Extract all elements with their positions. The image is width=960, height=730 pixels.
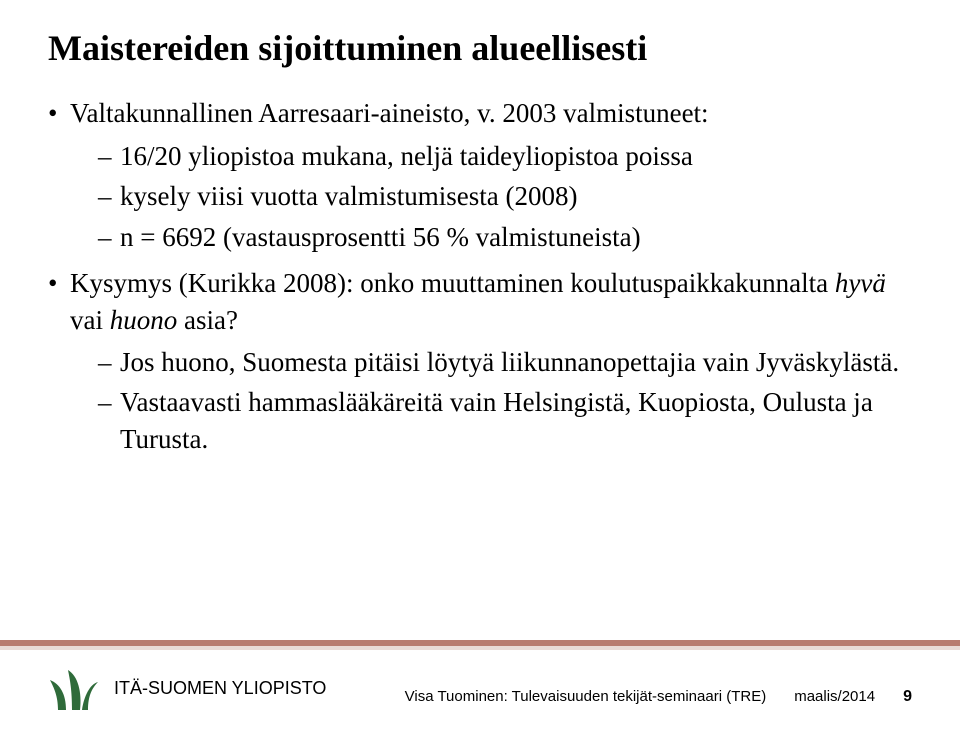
logo: ITÄ-SUOMEN YLIOPISTO bbox=[0, 666, 326, 710]
bullet-1-sub-2: kysely viisi vuotta valmistumisesta (200… bbox=[98, 178, 912, 214]
bullet-2-sub-2: Vastaavasti hammaslääkäreitä vain Helsin… bbox=[98, 384, 912, 457]
bullet-1-text: Valtakunnallinen Aarresaari-aineisto, v.… bbox=[70, 98, 709, 128]
bullet-2: Kysymys (Kurikka 2008): onko muuttaminen… bbox=[48, 265, 912, 457]
bullet-list: Valtakunnallinen Aarresaari-aineisto, v.… bbox=[48, 95, 912, 457]
bullet-2-mid: vai bbox=[70, 305, 110, 335]
bullet-1-sub-1: 16/20 yliopistoa mukana, neljä taideylio… bbox=[98, 138, 912, 174]
bullet-2-post: asia? bbox=[177, 305, 238, 335]
bullet-2-sublist: Jos huono, Suomesta pitäisi löytyä liiku… bbox=[70, 344, 912, 457]
footer: ITÄ-SUOMEN YLIOPISTO Visa Tuominen: Tule… bbox=[0, 646, 960, 730]
page-number: 9 bbox=[903, 688, 912, 706]
footer-right: Visa Tuominen: Tulevaisuuden tekijät-sem… bbox=[405, 688, 912, 706]
leaves-icon bbox=[48, 666, 100, 710]
bullet-1: Valtakunnallinen Aarresaari-aineisto, v.… bbox=[48, 95, 912, 255]
footer-date: maalis/2014 bbox=[794, 688, 875, 705]
logo-text: ITÄ-SUOMEN YLIOPISTO bbox=[114, 678, 326, 699]
page-title: Maistereiden sijoittuminen alueellisesti bbox=[48, 28, 912, 69]
bullet-2-pre: Kysymys (Kurikka 2008): onko muuttaminen… bbox=[70, 268, 835, 298]
bullet-1-sub-3: n = 6692 (vastausprosentti 56 % valmistu… bbox=[98, 219, 912, 255]
slide: Maistereiden sijoittuminen alueellisesti… bbox=[0, 0, 960, 730]
bullet-2-italic-1: hyvä bbox=[835, 268, 886, 298]
bullet-1-sublist: 16/20 yliopistoa mukana, neljä taideylio… bbox=[70, 138, 912, 255]
bullet-2-sub-1: Jos huono, Suomesta pitäisi löytyä liiku… bbox=[98, 344, 912, 380]
bullet-2-italic-2: huono bbox=[110, 305, 178, 335]
footer-credit: Visa Tuominen: Tulevaisuuden tekijät-sem… bbox=[405, 688, 767, 705]
